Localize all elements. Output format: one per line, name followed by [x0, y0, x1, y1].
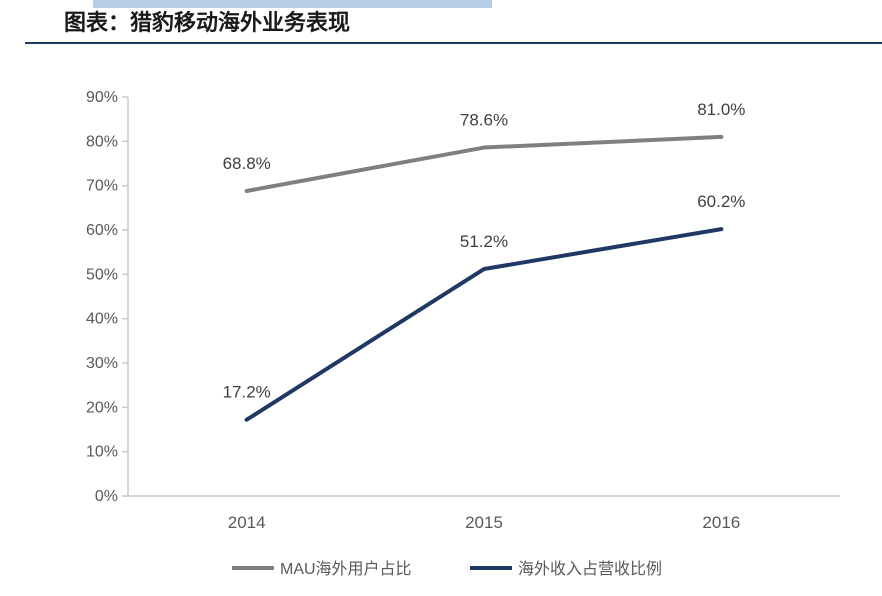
- y-tick-label: 30%: [86, 355, 118, 372]
- x-category-label: 2014: [228, 513, 266, 532]
- accent-bar: [93, 0, 492, 8]
- series-line: [244, 134, 724, 193]
- chart-title: 图表：猎豹移动海外业务表现: [64, 10, 351, 35]
- y-tick-label: 40%: [86, 311, 118, 328]
- x-category-label: 2016: [702, 513, 740, 532]
- point-label: 68.8%: [223, 154, 271, 173]
- y-tick-label: 80%: [86, 133, 118, 150]
- y-tick-label: 60%: [86, 222, 118, 239]
- point-label: 60.2%: [697, 192, 745, 211]
- legend-label: MAU海外用户占比: [280, 560, 412, 578]
- point-label: 78.6%: [460, 111, 508, 130]
- point-label: 51.2%: [460, 232, 508, 251]
- point-label: 17.2%: [223, 383, 271, 402]
- x-category-label: 2015: [465, 513, 503, 532]
- series-line: [244, 227, 724, 422]
- point-label: 81.0%: [697, 100, 745, 119]
- y-tick-label: 70%: [86, 178, 118, 195]
- y-tick-label: 10%: [86, 444, 118, 461]
- y-tick-label: 20%: [86, 399, 118, 416]
- title-underline: [25, 42, 882, 44]
- y-tick-label: 0%: [95, 488, 118, 505]
- y-tick-label: 50%: [86, 266, 118, 283]
- legend-label: 海外收入占营收比例: [518, 560, 662, 578]
- y-tick-label: 90%: [86, 89, 118, 106]
